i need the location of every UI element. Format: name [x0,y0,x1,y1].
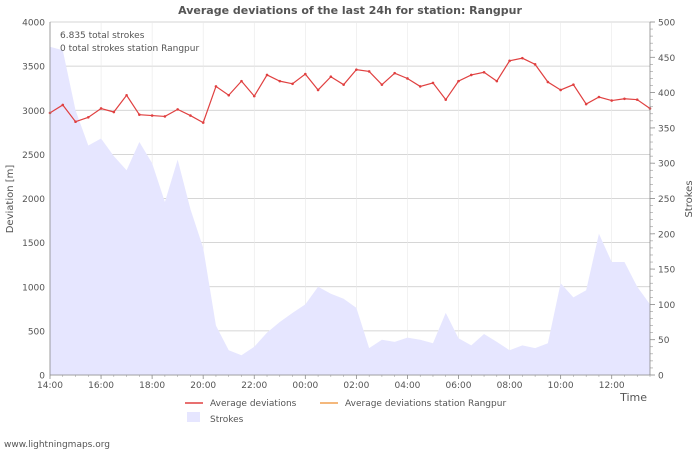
legend-label-station-deviations: Average deviations station Rangpur [345,399,506,409]
average-deviations-point [329,75,333,79]
y-tick-label-left: 1500 [22,239,45,249]
annotation-total-strokes: 6.835 total strokes [60,31,145,41]
average-deviations-point [393,71,396,75]
average-deviations-point [380,83,384,86]
y-tick-label-right: 450 [658,54,675,64]
deviation-line-layer [48,56,652,124]
x-tick-label: 10:00 [548,381,574,391]
average-deviations-point [214,85,218,88]
annotation-station-strokes: 0 total strokes station Rangpur [60,44,199,54]
average-deviations-point [469,73,473,77]
average-deviations-point [406,77,409,80]
y-tick-label-right: 100 [658,301,675,311]
y-tick-label-right: 0 [658,372,664,382]
average-deviations-point [495,79,499,83]
x-tick-label: 04:00 [394,381,420,391]
average-deviations-point [150,114,154,117]
y-tick-label-right: 400 [658,89,675,99]
y-tick-label-right: 500 [658,19,675,29]
legend-label-average-deviations: Average deviations [210,399,297,409]
strokes-area-layer [50,46,650,376]
y-tick-label-right: 50 [658,336,670,346]
average-deviations-point [291,82,294,86]
x-tick-label: 06:00 [446,381,472,391]
y-tick-label-left: 500 [28,327,45,337]
average-deviations-point [265,73,269,77]
average-deviations-point [355,68,358,71]
y-tick-label-left: 4000 [22,19,45,29]
y-tick-label-right: 200 [658,230,675,240]
average-deviations-point [584,102,588,106]
average-deviations-point [252,94,256,98]
y-tick-label-left: 2500 [22,151,45,161]
legend-label-strokes: Strokes [210,415,244,425]
average-deviations-point [635,98,639,101]
x-tick-label: 02:00 [343,381,369,391]
x-tick-label: 00:00 [292,381,318,391]
average-deviations-point [278,79,282,83]
average-deviations-point [176,108,179,111]
legend: Average deviations Average deviations st… [185,399,506,425]
strokes-area [50,46,650,376]
average-deviations-point [138,113,141,116]
x-tick-label: 18:00 [139,381,165,391]
footer-watermark: www.lightningmaps.org [4,440,110,450]
average-deviations-point [457,79,460,83]
y-tick-label-right: 350 [658,124,675,134]
x-tick-label: 16:00 [88,381,114,391]
average-deviations-point [201,121,205,124]
average-deviations-point [546,80,550,84]
average-deviations-point [367,70,371,73]
x-axis-label: Time [619,391,647,404]
average-deviations-point [74,120,77,124]
chart-title: Average deviations of the last 24h for s… [178,4,522,17]
average-deviations-point [623,97,626,101]
y-axis-right-label: Strokes [684,180,695,217]
x-tick-label: 20:00 [190,381,216,391]
average-deviations-point [508,59,511,63]
average-deviations-point [444,98,448,101]
average-deviations-point [533,63,537,66]
average-deviations-point [163,115,167,118]
average-deviations-point [431,81,435,85]
average-deviations-point [112,110,116,114]
average-deviations-point [572,83,575,86]
y-tick-label-right: 150 [658,266,675,276]
average-deviations-point [342,83,345,86]
average-deviations-point [61,103,65,107]
average-deviations-point [304,72,307,76]
y-tick-label-right: 300 [658,160,675,170]
x-tick-label: 22:00 [241,381,267,391]
average-deviations-point [189,114,192,117]
average-deviations-point [610,99,614,102]
y-tick-label-left: 0 [39,372,45,382]
legend-swatch-strokes [187,412,200,422]
average-deviations-point [125,93,128,97]
average-deviations-point [86,116,90,119]
average-deviations-point [316,88,320,92]
average-deviations-point [418,85,422,88]
y-axis-left-label: Deviation [m] [5,165,16,234]
average-deviations-line [49,57,651,124]
average-deviations-point [521,56,524,60]
average-deviations-point [482,71,486,74]
y-tick-label-left: 2000 [22,195,45,205]
average-deviations-point [240,79,243,83]
y-tick-label-left: 3500 [22,63,45,73]
y-tick-label-left: 1000 [22,283,45,293]
x-tick-label: 14:00 [37,381,63,391]
axes: 0 500 1000 1500 2000 2500 3000 3500 4000 0 50 100 15… [22,19,675,392]
average-deviations-point [99,107,103,110]
y-tick-label-left: 3000 [22,107,45,117]
x-tick-label: 08:00 [497,381,523,391]
average-deviations-point [559,88,562,92]
average-deviations-point [227,93,231,97]
average-deviations-point [597,95,601,99]
y-tick-label-right: 250 [658,195,675,205]
x-tick-label: 12:00 [599,381,625,391]
